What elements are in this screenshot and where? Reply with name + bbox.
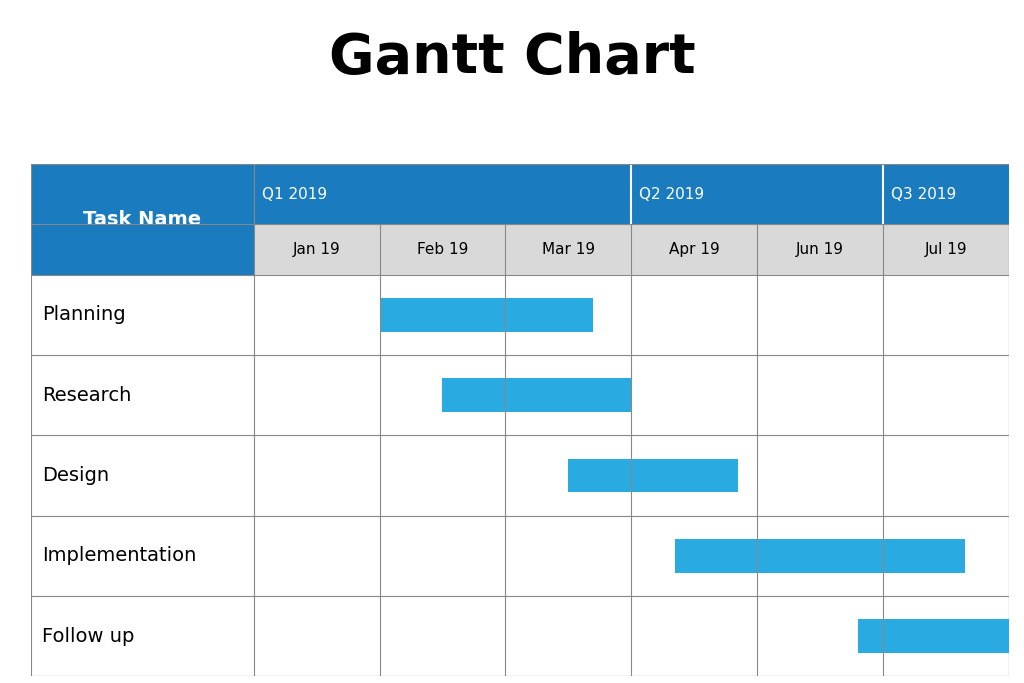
Text: Implementation: Implementation — [42, 546, 197, 566]
Text: Apr 19: Apr 19 — [669, 242, 720, 257]
Text: Jan 19: Jan 19 — [293, 242, 340, 257]
Text: Jun 19: Jun 19 — [796, 242, 844, 257]
Text: Jul 19: Jul 19 — [925, 242, 967, 257]
Bar — [31, 355, 1009, 435]
Text: Feb 19: Feb 19 — [417, 242, 468, 257]
Bar — [442, 378, 631, 412]
Text: Planning: Planning — [42, 305, 126, 324]
Text: Mar 19: Mar 19 — [542, 242, 595, 257]
Text: Q1 2019: Q1 2019 — [261, 186, 327, 201]
Text: Q3 2019: Q3 2019 — [891, 186, 955, 201]
Bar — [675, 539, 965, 572]
Text: Gantt Chart: Gantt Chart — [329, 31, 695, 85]
Bar — [31, 596, 1009, 676]
Text: Q2 2019: Q2 2019 — [639, 186, 705, 201]
Bar — [31, 164, 254, 275]
Bar — [31, 435, 1009, 516]
Bar — [858, 619, 1009, 653]
Bar — [568, 458, 738, 492]
Bar — [31, 516, 1009, 596]
Text: Task Name: Task Name — [83, 210, 202, 229]
Text: Design: Design — [42, 466, 110, 485]
Bar — [254, 224, 1009, 275]
Bar — [380, 298, 594, 331]
Text: Research: Research — [42, 385, 132, 404]
Text: Follow up: Follow up — [42, 626, 135, 645]
Bar — [31, 164, 1009, 224]
Bar — [31, 275, 1009, 355]
